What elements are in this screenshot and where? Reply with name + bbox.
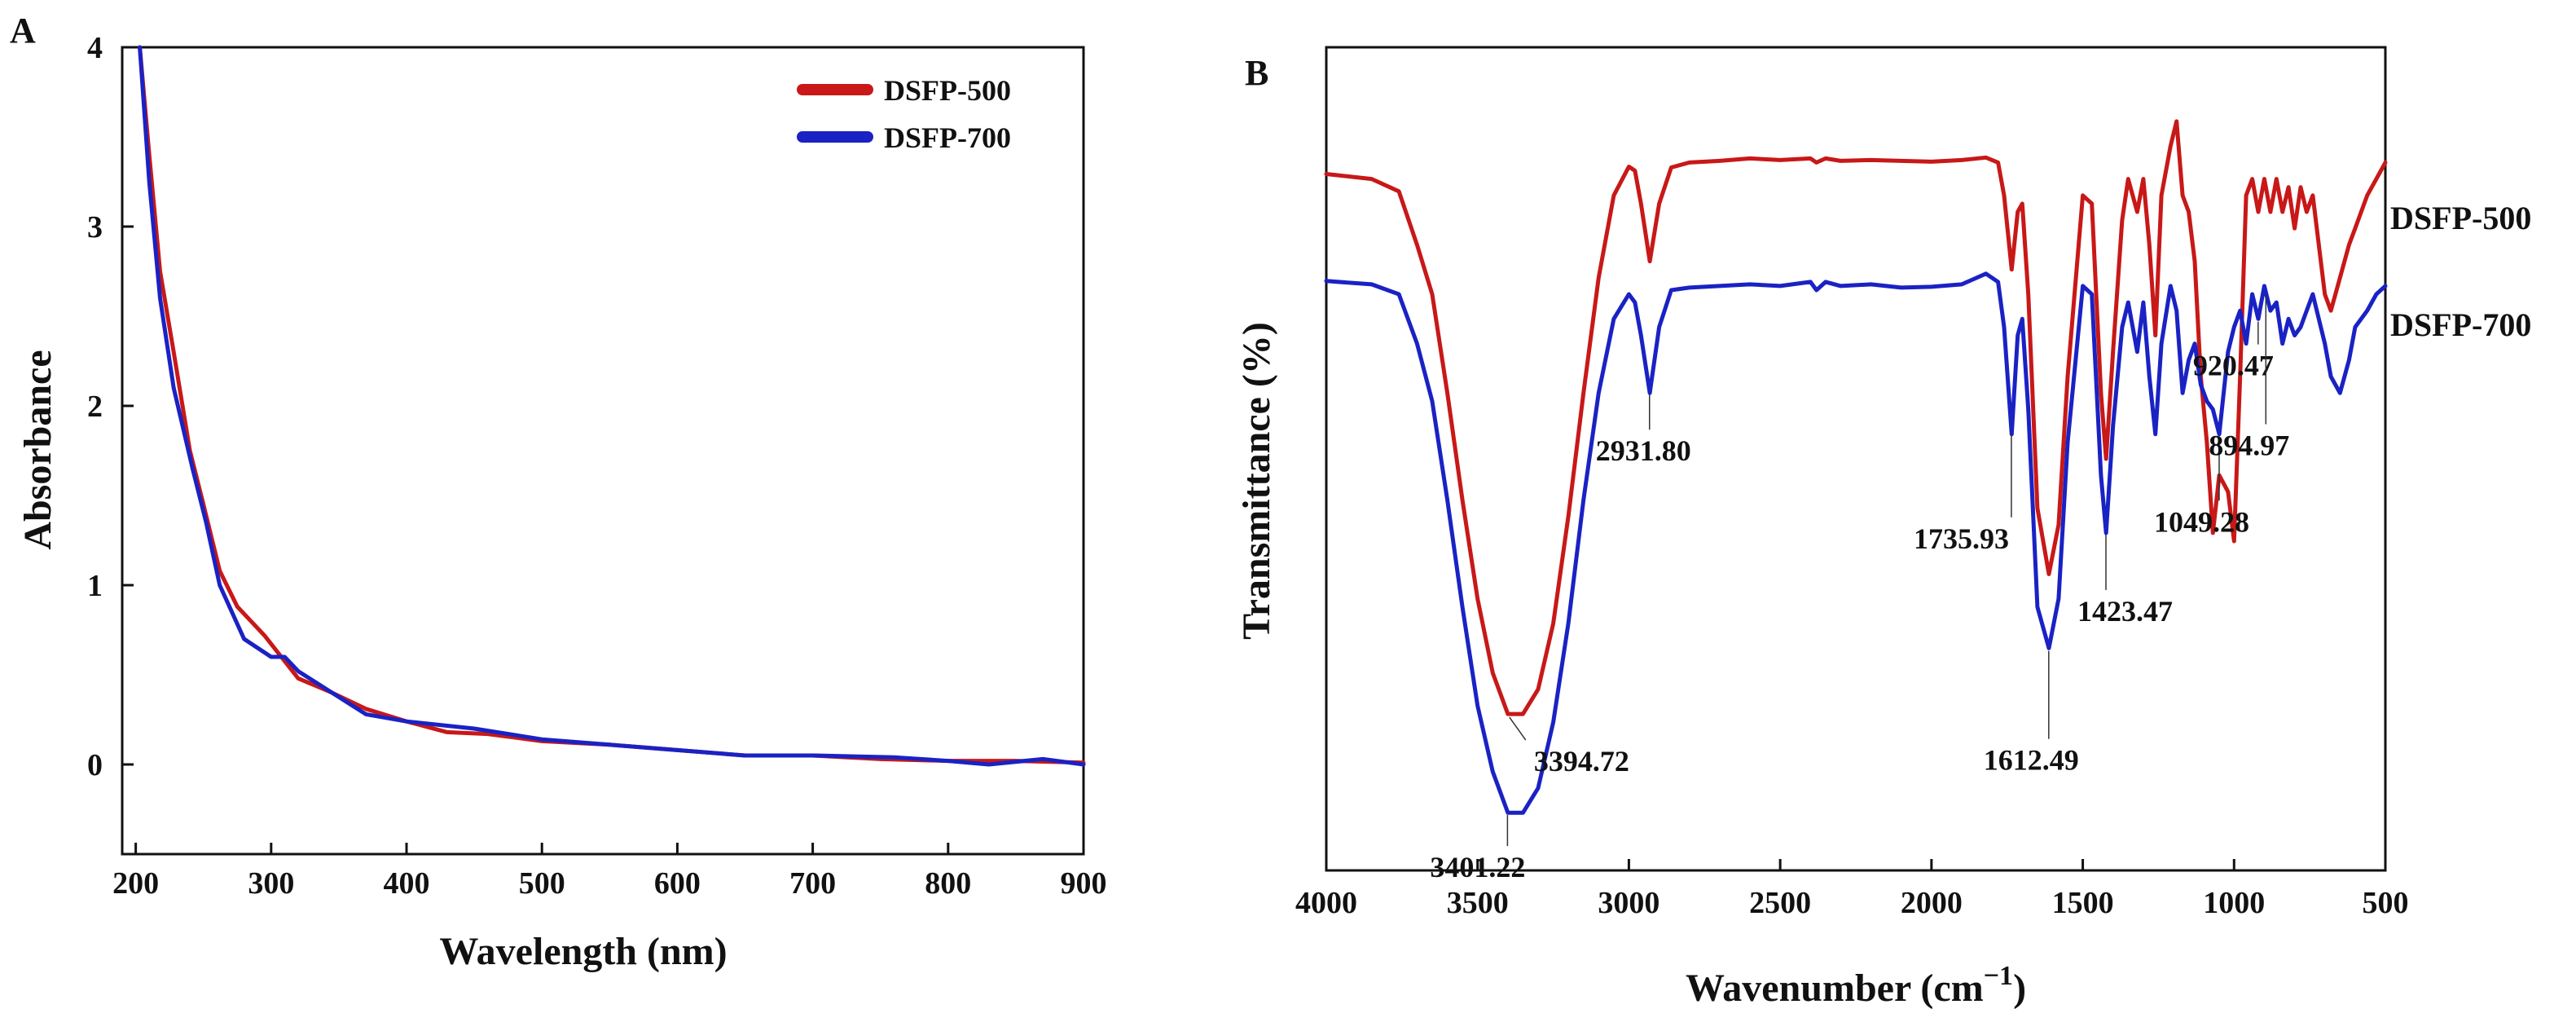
x-tick-label: 1000	[2203, 886, 2265, 920]
panel-b-letter: B	[1245, 53, 1268, 93]
panel-a-frame	[121, 46, 1085, 856]
panel-a-legend: DSFP-500 DSFP-700	[797, 74, 1011, 154]
x-tick-label: 2500	[1749, 886, 1811, 920]
panel-b-x-ticks: 4000 3500 3000 2500 2000 1500 1000 500	[1295, 859, 2409, 920]
panel-a-series	[138, 45, 1086, 767]
x-tick-label: 500	[2363, 886, 2409, 920]
panel-a-y-axis-title: Absorbance	[16, 350, 59, 549]
y-tick-label: 1	[87, 569, 103, 603]
peak-leader-line	[1509, 716, 1527, 741]
panel-b-x-axis-title-sup: −1	[1984, 961, 2013, 991]
peak-label-3394-72: 3394.72	[1534, 745, 1629, 778]
x-tick-label: 400	[384, 866, 430, 901]
x-tick-label: 800	[925, 866, 971, 901]
panel-b-series	[1324, 119, 2388, 815]
x-tick-label: 2000	[1901, 886, 1963, 920]
series-label-dsfp-700: DSFP-700	[2390, 306, 2531, 343]
peak-label-894-97: 894.97	[2209, 430, 2289, 462]
series-label-dsfp-500: DSFP-500	[2390, 200, 2531, 236]
panel-b-frame	[1325, 46, 2387, 872]
x-tick-label: 600	[654, 866, 701, 901]
y-tick-label: 2	[87, 390, 103, 424]
panel-b-x-axis-title-main: Wavenumber (cm	[1686, 967, 1984, 1010]
y-tick-label: 0	[87, 748, 103, 782]
panel-b-x-axis-title: Wavenumber (cm−1)	[1686, 961, 2026, 1010]
series-line-dsfp-700	[1324, 271, 2388, 815]
panel-b-plot: 4000 3500 3000 2500 2000 1500 1000 500 2931.80 3…	[1295, 46, 2409, 920]
series-line-dsfp-700	[138, 45, 1086, 767]
panel-a-x-axis-title: Wavelength (nm)	[439, 930, 727, 973]
x-tick-label: 300	[248, 866, 294, 901]
peak-label-3401-22: 3401.22	[1430, 851, 1525, 883]
y-tick-label: 4	[87, 31, 103, 65]
x-tick-label: 500	[519, 866, 565, 901]
x-tick-label: 700	[789, 866, 836, 901]
panel-b-x-axis-title-end: )	[2013, 967, 2026, 1010]
x-tick-label: 3500	[1447, 886, 1509, 920]
legend-label-dsfp-500: DSFP-500	[884, 74, 1011, 107]
panel-b-annotations: 2931.80 3394.72 3401.22 1735.93 1612.49 1423.…	[1430, 295, 2289, 883]
x-tick-label: 900	[1061, 866, 1107, 901]
peak-label-1049-28: 1049.28	[2154, 505, 2249, 538]
x-tick-label: 3000	[1598, 886, 1659, 920]
panel-a-plot: 0 1 2 3 4 200 300 400 500 600 700 800 900	[87, 31, 1107, 901]
peak-label-920-47: 920.47	[2193, 350, 2274, 382]
x-tick-label: 4000	[1295, 886, 1357, 920]
x-tick-label: 1500	[2052, 886, 2114, 920]
panel-a-y-ticks: 0 1 2 3 4	[87, 31, 134, 782]
peak-label-1612-49: 1612.49	[1984, 744, 2079, 777]
panel-b-y-axis-title: Transmittance (%)	[1235, 322, 1278, 640]
peak-label-1735-93: 1735.93	[1914, 522, 2009, 555]
panel-a-x-ticks: 200 300 400 500 600 700 800 900	[112, 843, 1107, 901]
x-tick-label: 200	[112, 866, 159, 901]
panel-a-letter: A	[10, 11, 36, 51]
peak-label-1423-47: 1423.47	[2077, 595, 2173, 628]
peak-label-2931-80: 2931.80	[1596, 434, 1691, 467]
legend-label-dsfp-700: DSFP-700	[884, 121, 1011, 154]
series-line-dsfp-500	[1324, 119, 2388, 716]
y-tick-label: 3	[87, 210, 103, 244]
